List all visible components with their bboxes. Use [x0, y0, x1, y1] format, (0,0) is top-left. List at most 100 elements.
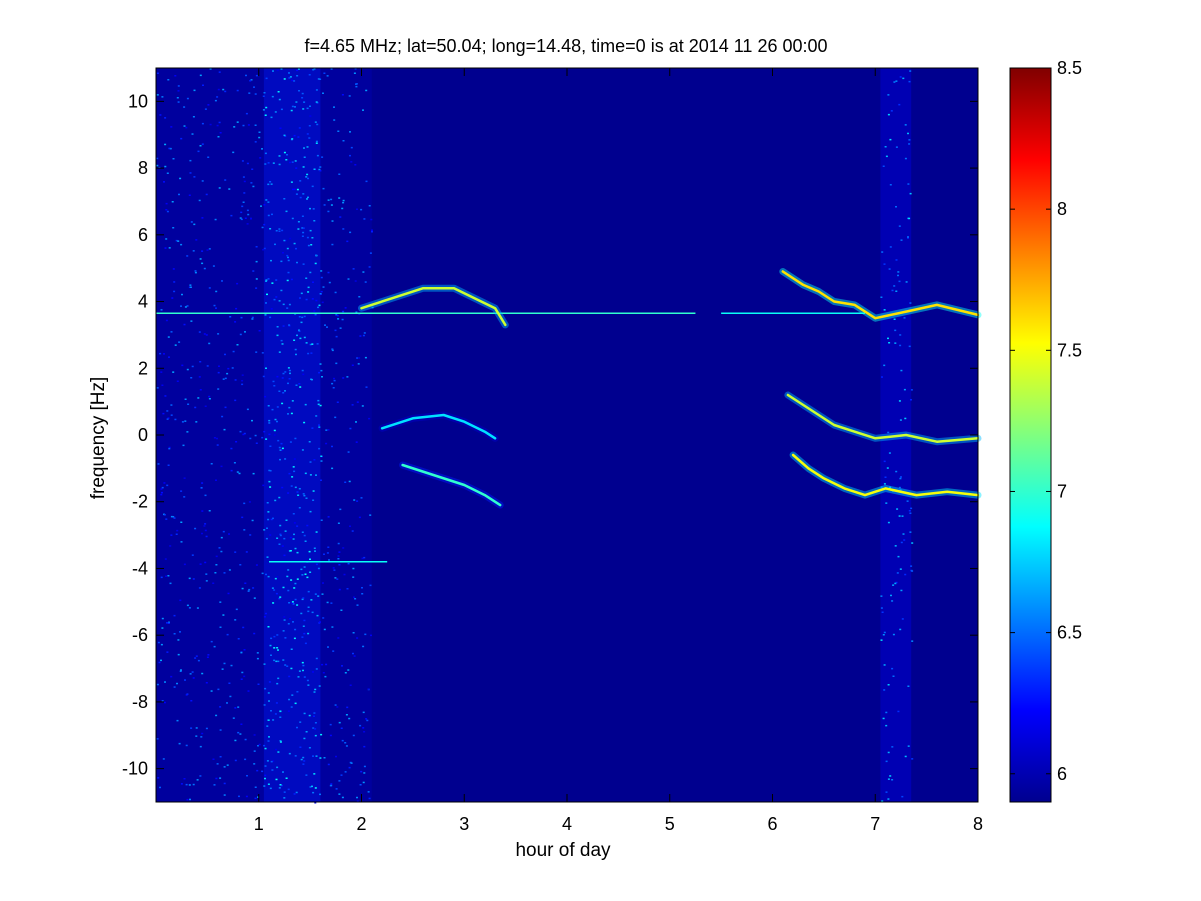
noise-speckle: [363, 218, 366, 220]
noise-speckle: [307, 606, 310, 608]
noise-speckle: [312, 791, 315, 794]
noise-speckle: [156, 157, 159, 160]
noise-speckle: [348, 717, 351, 720]
noise-speckle: [322, 92, 324, 94]
noise-speckle: [278, 597, 281, 600]
noise-speckle: [365, 180, 368, 183]
noise-speckle: [189, 159, 192, 162]
noise-speckle: [309, 271, 312, 274]
noise-speckle: [306, 198, 308, 200]
noise-speckle: [191, 133, 194, 135]
noise-speckle: [197, 150, 200, 153]
noise-speckle: [241, 671, 244, 674]
noise-speckle: [289, 441, 292, 443]
noise-speckle: [275, 702, 278, 704]
noise-speckle: [314, 550, 316, 552]
noise-speckle: [309, 510, 312, 513]
noise-speckle: [336, 401, 339, 403]
noise-speckle: [353, 72, 356, 74]
noise-speckle: [359, 784, 362, 786]
noise-speckle: [170, 404, 173, 406]
noise-speckle: [290, 181, 293, 183]
noise-speckle: [248, 588, 251, 591]
noise-speckle: [903, 317, 906, 319]
noise-speckle: [893, 318, 896, 320]
noise-speckle: [315, 563, 318, 566]
colorbar-gradient: [1009, 67, 1052, 803]
noise-speckle: [275, 296, 278, 298]
noise-speckle: [219, 626, 222, 628]
noise-speckle: [352, 652, 354, 655]
noise-speckle: [195, 655, 198, 657]
noise-speckle: [220, 536, 223, 539]
noise-speckle: [322, 582, 324, 584]
y-tick-label: -2: [132, 492, 148, 512]
noise-speckle: [216, 437, 218, 440]
noise-speckle: [296, 69, 299, 72]
noise-speckle: [901, 795, 904, 798]
noise-speckle: [361, 405, 364, 407]
noise-speckle: [246, 162, 249, 165]
noise-speckle: [335, 755, 337, 758]
noise-speckle: [255, 246, 258, 248]
noise-speckle: [309, 558, 311, 560]
noise-speckle: [266, 293, 268, 296]
noise-speckle: [271, 587, 274, 589]
heatmap-plot-area: [155, 67, 982, 804]
noise-speckle: [275, 592, 278, 595]
noise-speckle: [356, 208, 358, 210]
noise-speckle: [904, 417, 907, 420]
signal-trace: [360, 286, 507, 327]
noise-speckle: [322, 286, 325, 288]
noise-speckle: [318, 424, 320, 426]
noise-speckle: [304, 573, 307, 575]
noise-speckle: [276, 766, 279, 769]
noise-speckle: [205, 580, 208, 582]
noise-speckle: [320, 369, 323, 372]
noise-speckle: [293, 587, 296, 589]
noise-speckle: [323, 628, 326, 631]
noise-speckle: [239, 217, 242, 219]
noise-speckle: [313, 220, 316, 222]
noise-speckle: [156, 164, 159, 167]
noise-speckle: [282, 771, 284, 773]
noise-speckle: [302, 231, 305, 234]
noise-speckle: [165, 209, 168, 211]
noise-speckle: [235, 307, 238, 310]
noise-speckle: [265, 537, 268, 540]
noise-speckle: [294, 348, 297, 351]
noise-speckle: [337, 555, 340, 557]
noise-speckle: [337, 522, 340, 524]
noise-speckle: [885, 155, 888, 158]
noise-speckle: [204, 529, 207, 532]
noise-speckle: [309, 115, 312, 117]
noise-speckle: [167, 417, 170, 419]
noise-speckle: [212, 265, 215, 267]
noise-speckle: [305, 731, 308, 733]
noise-speckle: [895, 80, 898, 82]
noise-speckle: [883, 631, 886, 634]
noise-speckle: [219, 729, 222, 731]
noise-speckle: [235, 441, 238, 443]
noise-speckle: [258, 330, 261, 332]
noise-speckle: [183, 563, 186, 566]
noise-speckle: [305, 298, 308, 301]
noise-speckle: [335, 314, 338, 316]
noise-speckle: [262, 249, 265, 251]
noise-speckle: [309, 105, 311, 107]
noise-speckle: [271, 213, 273, 216]
noise-speckle: [332, 567, 335, 569]
noise-speckle: [287, 413, 289, 415]
noise-speckle: [363, 745, 366, 748]
noise-speckle: [299, 180, 302, 182]
noise-speckle: [328, 281, 331, 284]
noise-speckle: [337, 558, 340, 560]
noise-speckle: [348, 95, 351, 97]
noise-speckle: [192, 116, 195, 118]
noise-speckle: [294, 486, 297, 489]
noise-speckle: [198, 331, 201, 333]
noise-speckle: [356, 500, 359, 502]
noise-speckle: [355, 441, 358, 443]
noise-speckle: [334, 329, 337, 332]
noise-speckle: [177, 639, 180, 641]
